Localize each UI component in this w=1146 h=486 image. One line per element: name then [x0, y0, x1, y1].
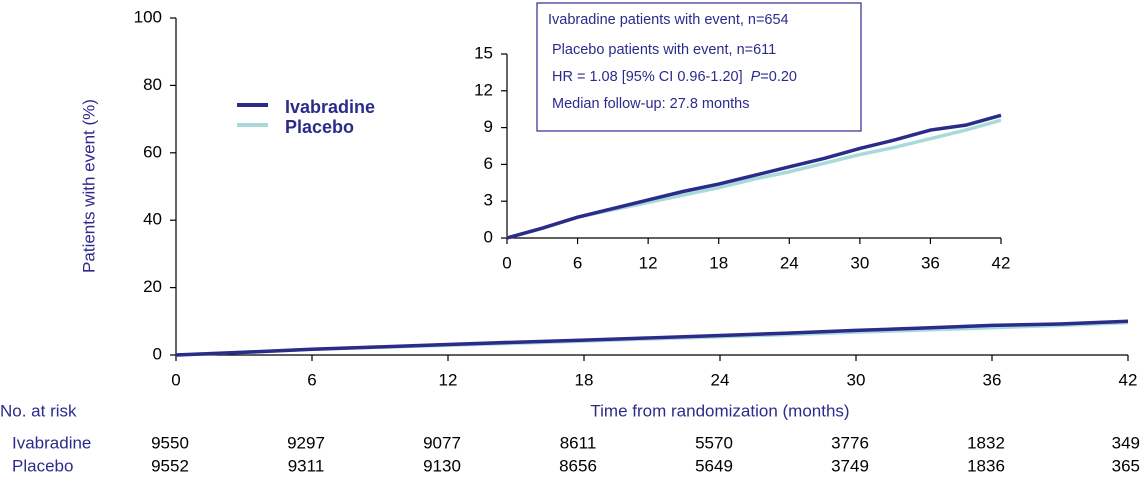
y-tick-label: 80: [143, 75, 162, 94]
legend-label: Ivabradine: [285, 97, 375, 117]
x-tick-label: 36: [921, 253, 940, 272]
at-risk-value: 5649: [695, 456, 733, 475]
at-risk-value: 9311: [288, 456, 325, 475]
annotation-part: HR = 1.08 [95% CI 0.96-1.20]: [552, 69, 743, 85]
y-tick-label: 3: [484, 191, 493, 210]
x-tick-label: 30: [847, 370, 866, 389]
annotation-part: =0.20: [760, 69, 797, 85]
y-tick-label: 15: [474, 43, 493, 62]
x-tick-label: 0: [502, 253, 511, 272]
annotation-part: P: [751, 69, 761, 85]
x-tick-label: 24: [780, 253, 799, 272]
annotation: HR = 1.08 [95% CI 0.96-1.20] P=0.20: [552, 69, 797, 85]
x-tick-label: 6: [573, 253, 582, 272]
y-tick-label: 6: [484, 154, 493, 173]
at-risk-value: 349: [1112, 433, 1140, 452]
at-risk-title: No. at risk: [0, 401, 77, 420]
x-tick-label: 24: [711, 370, 730, 389]
annotation: Ivabradine patients with event, n=654: [548, 12, 789, 28]
legend-label: Placebo: [285, 117, 354, 137]
curve: [506, 118, 1002, 240]
y-tick-label: 9: [484, 117, 493, 136]
annotation-box: [536, 2, 862, 132]
at-risk-value: 8656: [559, 456, 597, 475]
y-tick-label: 40: [143, 210, 162, 229]
at-risk-value: 3749: [831, 456, 869, 475]
at-risk-value: 9297: [287, 433, 325, 452]
x-tick-label: 36: [983, 370, 1002, 389]
at-risk-value: 9552: [151, 456, 189, 475]
y-tick-label: 0: [484, 227, 493, 246]
y-tick-label: 12: [474, 80, 493, 99]
at-risk-row-label: Ivabradine: [12, 433, 91, 452]
at-risk-value: 3776: [831, 433, 869, 452]
at-risk-value: 5570: [695, 433, 733, 452]
at-risk-value: 1836: [967, 456, 1005, 475]
y-tick-label: 20: [143, 277, 162, 296]
annotation: Median follow-up: 27.8 months: [552, 96, 749, 112]
curve: [175, 319, 1129, 357]
x-tick-label: 12: [639, 253, 658, 272]
at-risk-value: 1832: [967, 433, 1005, 452]
y-tick-label: 0: [153, 344, 162, 363]
x-tick-label: 42: [992, 253, 1011, 272]
x-axis-label: Time from randomization (months): [590, 401, 849, 420]
at-risk-value: 9550: [151, 433, 189, 452]
y-tick-label: 60: [143, 142, 162, 161]
y-axis-label: Patients with event (%): [79, 99, 98, 273]
x-tick-label: 6: [307, 370, 316, 389]
at-risk-value: 9077: [423, 433, 461, 452]
y-tick-label: 100: [134, 7, 162, 26]
annotation: Placebo patients with event, n=611: [552, 42, 776, 58]
at-risk-value: 8611: [560, 433, 597, 452]
x-tick-label: 18: [575, 370, 594, 389]
at-risk-value: 9130: [423, 456, 461, 475]
x-tick-label: 18: [709, 253, 728, 272]
x-tick-label: 12: [439, 370, 458, 389]
x-tick-label: 42: [1119, 370, 1138, 389]
at-risk-row-label: Placebo: [12, 456, 73, 475]
at-risk-value: 365: [1112, 456, 1140, 475]
x-tick-label: 0: [171, 370, 180, 389]
curve: [506, 113, 1002, 240]
x-tick-label: 30: [850, 253, 869, 272]
